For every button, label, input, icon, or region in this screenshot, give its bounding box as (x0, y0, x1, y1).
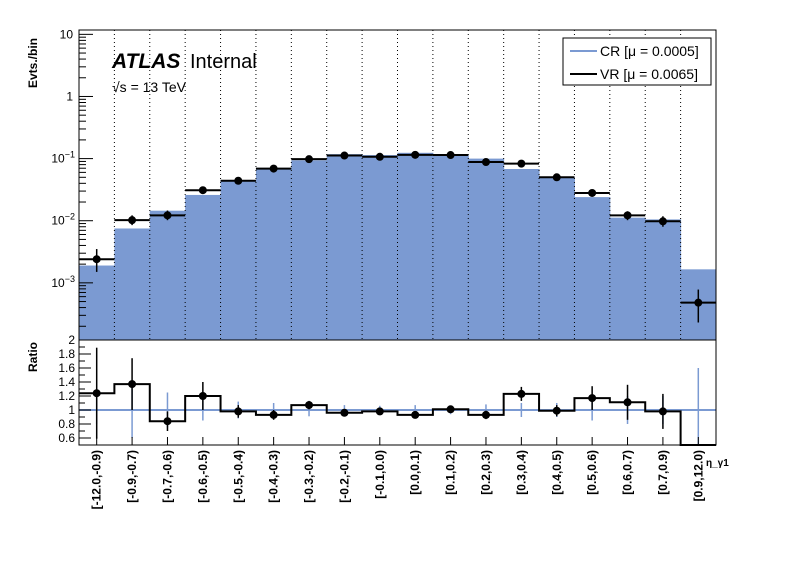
ratio-y-axis-title: Ratio (26, 342, 40, 372)
legend-entry-vr: VR [μ = 0.0065] (600, 66, 698, 82)
vr-point (411, 150, 420, 159)
category-label: [-0.5,-0.4) (231, 450, 245, 503)
ratio-panel: 0.60.811.21.41.61.82 [-12.0,-0.9) [-0.9,-0… (58, 333, 717, 509)
vr-point (517, 159, 526, 168)
ratio-frame (78, 339, 717, 446)
cr-bar (397, 152, 434, 340)
ratio-point (375, 407, 384, 416)
vr-point (552, 173, 561, 182)
category-label: [-0.9,-0.7) (125, 450, 139, 503)
ratio-tick-label: 1.2 (58, 389, 75, 403)
atlas-sub-label: Internal (190, 51, 257, 73)
ratio-point (552, 406, 561, 415)
vr-point (588, 188, 597, 197)
cr-bar (149, 210, 186, 340)
vr-point (92, 255, 101, 264)
ratio-tick-label: 1.4 (58, 375, 75, 389)
legend: CR [μ = 0.0005] VR [μ = 0.0065] (562, 37, 712, 86)
cr-bar (255, 167, 292, 340)
vr-point (694, 298, 703, 307)
ratio-point (517, 389, 526, 398)
vr-point (375, 152, 384, 161)
ratio-tick-label: 0.8 (58, 417, 75, 431)
category-label: [-0.4,-0.3) (267, 450, 281, 503)
vr-point (446, 151, 455, 160)
category-label: [0.7,0.9) (656, 450, 670, 495)
ratio-tick-label: 1 (68, 403, 75, 417)
category-label: [0.1,0.2) (444, 450, 458, 495)
cr-bar (114, 228, 151, 340)
cr-bar (362, 155, 398, 340)
y-tick-label: 10−3 (51, 274, 75, 290)
vr-point (269, 164, 278, 173)
category-label: [0.2,0.3) (479, 450, 493, 495)
category-label: [-0.3,-0.2) (302, 450, 316, 503)
category-label: [-12.0,-0.9) (90, 450, 104, 509)
vr-point (128, 216, 137, 225)
cr-bar (326, 154, 363, 340)
cr-bar (645, 219, 682, 340)
ratio-tick-label: 0.6 (58, 431, 75, 445)
category-label: [0.9,12.0) (691, 450, 705, 501)
vr-point (658, 217, 667, 226)
ratio-point (92, 389, 101, 398)
cr-bar (468, 158, 505, 340)
y-tick-label: 1 (66, 89, 73, 103)
cr-bar (574, 197, 611, 340)
category-label: [-0.1,0.0) (373, 450, 387, 499)
cr-bar (79, 265, 115, 340)
top-panel: 10−3 10−2 10−1 1 10 (51, 27, 717, 341)
cr-bar (609, 217, 646, 340)
ratio-step-line (79, 383, 716, 446)
cr-bar (539, 177, 575, 340)
ratio-point (198, 392, 207, 400)
ratio-point (128, 380, 137, 389)
cr-bar (185, 194, 222, 340)
cr-bar (432, 155, 469, 340)
category-label: [-0.6,-0.5) (196, 450, 210, 503)
ratio-point (269, 410, 278, 419)
category-label: [0.3,0.4) (514, 450, 528, 495)
ratio-tick-label: 1.6 (58, 361, 75, 375)
top-y-axis-title: Evts./bin (26, 38, 40, 88)
y-tick-label: 10−1 (51, 150, 75, 166)
legend-entry-cr: CR [μ = 0.0005] (600, 43, 699, 59)
cr-bar (503, 169, 540, 340)
category-label: [0.6,0.7) (621, 450, 635, 495)
ratio-point (658, 407, 667, 416)
category-label: [0.5,0.6) (585, 450, 599, 495)
ratio-tick-label: 2 (68, 333, 75, 347)
ratio-point (305, 401, 314, 410)
ratio-tick-label: 1.8 (58, 347, 75, 361)
y-tick-label: 10 (60, 27, 74, 41)
ratio-point (623, 398, 632, 407)
category-label: [-0.2,-0.1) (337, 450, 351, 503)
ratio-point (446, 405, 455, 414)
ratio-point (234, 407, 243, 416)
ratio-point (163, 417, 172, 426)
atlas-label: ATLAS (111, 50, 180, 73)
category-label: [-0.7,-0.6) (160, 450, 174, 503)
vr-point (481, 158, 490, 167)
ratio-point (411, 410, 420, 419)
vr-point (623, 211, 632, 220)
category-label: [0.0,0.1) (408, 450, 422, 495)
ratio-point (340, 408, 349, 417)
category-label: [0.4,0.5) (550, 450, 564, 495)
vr-point (198, 186, 207, 195)
vr-point (340, 151, 349, 160)
x-axis-title: η_γ1 (706, 458, 729, 469)
y-tick-label: 10−2 (51, 212, 75, 228)
vr-point (305, 155, 314, 164)
cr-bar (220, 180, 257, 340)
vr-point (163, 211, 172, 220)
energy-label: √s = 13 TeV (112, 79, 187, 95)
ratio-point (481, 410, 490, 419)
vr-point (234, 176, 243, 185)
cr-bar (291, 160, 328, 340)
ratio-point (588, 394, 597, 403)
legend-box (562, 37, 712, 86)
